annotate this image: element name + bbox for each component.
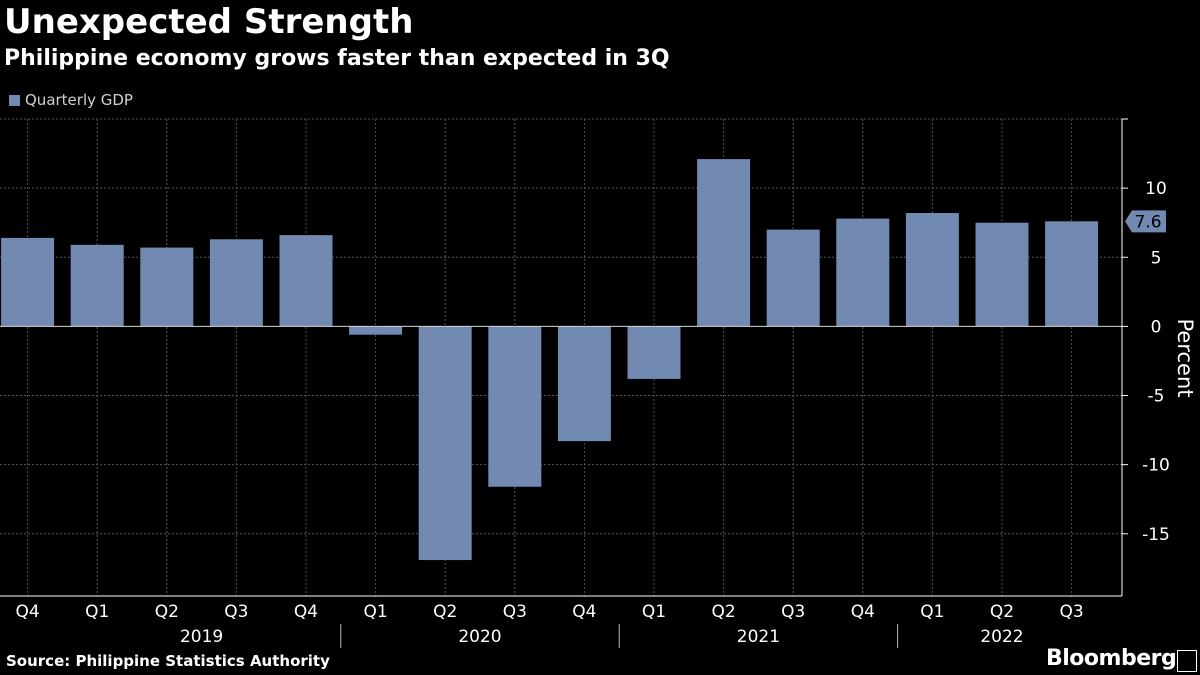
y-tick-label: -15 xyxy=(1142,525,1170,545)
bar-quarterly-gdp xyxy=(697,159,751,327)
x-tick-label: Q1 xyxy=(363,602,387,622)
last-value-label: 7.6 xyxy=(1134,212,1161,232)
x-tick-label: Q2 xyxy=(155,602,179,622)
x-tick-label: Q1 xyxy=(85,602,109,622)
legend-swatch xyxy=(9,94,20,106)
bar-quarterly-gdp xyxy=(975,222,1029,327)
x-tick-label: Q3 xyxy=(1059,602,1083,622)
x-tick-label: Q2 xyxy=(711,602,735,622)
y-tick-label: 5 xyxy=(1151,248,1162,268)
bar-quarterly-gdp xyxy=(905,213,959,327)
y-tick-label: 0 xyxy=(1151,317,1162,337)
y-tick-label: -5 xyxy=(1148,387,1165,407)
x-year-label: 2019 xyxy=(180,627,223,647)
x-tick-label: Q1 xyxy=(920,602,944,622)
legend-label: Quarterly GDP xyxy=(25,91,133,109)
bar-quarterly-gdp xyxy=(279,235,333,327)
bloomberg-logo: Bloomberg xyxy=(1046,646,1177,671)
x-year-label: 2021 xyxy=(737,627,780,647)
y-tick-label: 10 xyxy=(1145,179,1167,199)
logo-mark-icon xyxy=(1177,650,1197,672)
x-tick-label: Q4 xyxy=(572,602,596,622)
chart-title: Unexpected Strength xyxy=(4,2,414,42)
bar-quarterly-gdp xyxy=(1045,221,1099,327)
bar-quarterly-gdp xyxy=(1,237,55,327)
x-tick-label: Q3 xyxy=(503,602,527,622)
x-tick-label: Q4 xyxy=(15,602,39,622)
x-tick-label: Q4 xyxy=(294,602,318,622)
y-axis-title: Percent xyxy=(1173,318,1197,397)
bar-quarterly-gdp xyxy=(766,229,820,327)
bar-quarterly-gdp xyxy=(418,326,472,561)
bar-quarterly-gdp xyxy=(70,244,124,327)
bar-quarterly-gdp xyxy=(627,326,681,379)
bar-quarterly-gdp xyxy=(488,326,542,487)
source-note: Source: Philippine Statistics Authority xyxy=(6,652,330,670)
bar-quarterly-gdp xyxy=(557,326,611,442)
chart-subtitle: Philippine economy grows faster than exp… xyxy=(4,46,670,71)
bar-quarterly-gdp xyxy=(836,218,890,327)
x-tick-label: Q2 xyxy=(990,602,1014,622)
bar-quarterly-gdp xyxy=(349,326,403,335)
x-tick-label: Q3 xyxy=(781,602,805,622)
x-year-label: 2022 xyxy=(980,627,1023,647)
bar-quarterly-gdp xyxy=(140,247,194,327)
y-tick-label: -10 xyxy=(1142,456,1170,476)
x-tick-label: Q2 xyxy=(433,602,457,622)
x-year-label: 2020 xyxy=(458,627,501,647)
x-tick-label: Q4 xyxy=(851,602,875,622)
last-value-tag xyxy=(1125,210,1166,233)
x-tick-label: Q1 xyxy=(642,602,666,622)
x-tick-label: Q3 xyxy=(224,602,248,622)
legend: Quarterly GDP xyxy=(9,91,133,109)
bar-quarterly-gdp xyxy=(209,239,263,327)
